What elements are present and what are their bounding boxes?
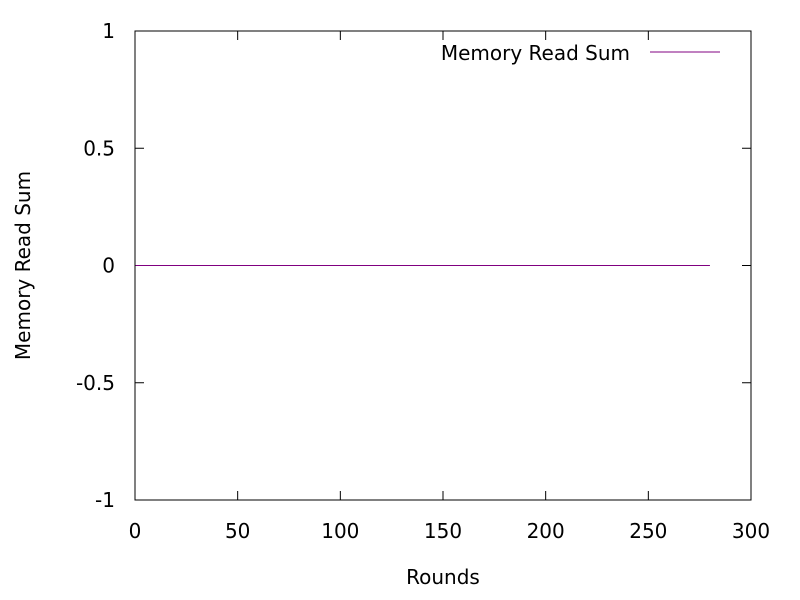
x-tick-label: 100	[321, 519, 359, 543]
y-tick-label: -1	[95, 488, 115, 512]
legend: Memory Read Sum	[441, 41, 720, 65]
x-tick-label: 200	[527, 519, 565, 543]
legend-label: Memory Read Sum	[441, 41, 630, 65]
x-tick-label: 50	[225, 519, 250, 543]
y-tick-label: 0.5	[83, 136, 115, 160]
y-axis-label: Memory Read Sum	[11, 171, 35, 360]
x-tick-label: 0	[129, 519, 142, 543]
plot-frame	[134, 30, 752, 501]
ticks-layer: 0 50 100 150 200 250 300 -1 -0.5 0 0.5 1	[76, 19, 770, 543]
x-tick-label: 150	[424, 519, 462, 543]
y-tick-label: 1	[102, 19, 115, 43]
x-tick-label: 250	[629, 519, 667, 543]
x-axis-label: Rounds	[406, 565, 480, 589]
x-tick-label: 300	[732, 519, 770, 543]
y-tick-label: -0.5	[76, 371, 115, 395]
y-tick-label: 0	[102, 254, 115, 278]
